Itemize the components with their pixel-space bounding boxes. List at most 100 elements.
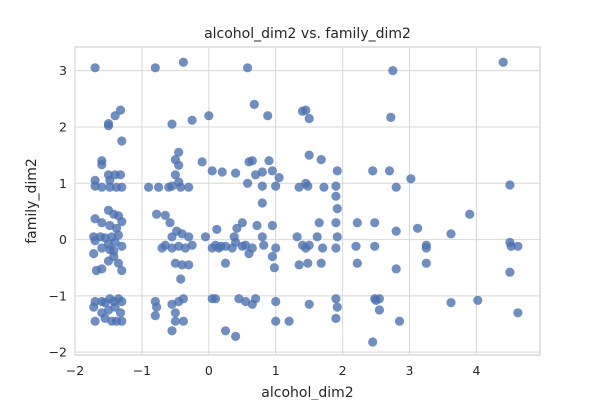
scatter-point bbox=[303, 181, 313, 191]
scatter-point bbox=[413, 223, 423, 233]
scatter-point bbox=[154, 182, 164, 192]
scatter-point bbox=[388, 66, 398, 76]
scatter-point bbox=[204, 111, 214, 121]
scatter-point bbox=[386, 112, 396, 122]
y-tick-label: −2 bbox=[49, 345, 67, 360]
scatter-point bbox=[294, 182, 304, 192]
scatter-point bbox=[332, 204, 342, 214]
scatter-point bbox=[115, 308, 126, 318]
scatter-point bbox=[352, 218, 362, 228]
y-tick-label: 0 bbox=[59, 232, 67, 247]
scatter-point bbox=[513, 241, 523, 251]
scatter-point bbox=[115, 170, 126, 180]
scatter-point bbox=[200, 232, 211, 242]
scatter-point bbox=[89, 302, 99, 312]
scatter-point bbox=[252, 220, 262, 231]
scatter-point bbox=[160, 210, 170, 220]
scatter-point bbox=[197, 157, 207, 167]
data-points bbox=[89, 57, 523, 347]
scatter-point bbox=[115, 105, 126, 115]
plot-area bbox=[74, 46, 541, 356]
scatter-point bbox=[150, 311, 160, 321]
scatter-point bbox=[304, 240, 314, 250]
scatter-point bbox=[117, 217, 127, 227]
scatter-point bbox=[174, 147, 184, 157]
scatter-point bbox=[117, 265, 127, 276]
scatter-point bbox=[150, 63, 160, 73]
scatter-point bbox=[176, 182, 186, 192]
scatter-point bbox=[184, 182, 194, 192]
scatter-point bbox=[217, 167, 227, 177]
x-tick-label: −2 bbox=[66, 363, 84, 378]
scatter-point bbox=[212, 224, 222, 234]
scatter-point bbox=[312, 232, 322, 242]
scatter-point bbox=[97, 243, 107, 253]
scatter-point bbox=[257, 198, 267, 208]
scatter-point bbox=[314, 218, 324, 228]
scatter-point bbox=[513, 308, 523, 318]
y-tick-label: 3 bbox=[59, 63, 67, 78]
scatter-point bbox=[117, 182, 127, 192]
scatter-point bbox=[247, 156, 257, 166]
scatter-point bbox=[304, 113, 314, 124]
scatter-point bbox=[109, 251, 119, 262]
scatter-point bbox=[332, 232, 342, 242]
scatter-point bbox=[237, 218, 247, 228]
scatter-point bbox=[231, 237, 241, 247]
y-tick-label: 2 bbox=[59, 119, 67, 134]
x-tick-label: 4 bbox=[472, 363, 480, 378]
y-axis-label: family_dim2 bbox=[24, 158, 40, 244]
scatter-point bbox=[243, 63, 253, 73]
scatter-point bbox=[391, 226, 401, 236]
scatter-point bbox=[113, 230, 124, 240]
scatter-point bbox=[267, 220, 277, 231]
scatter-point bbox=[174, 160, 184, 170]
chart-title: alcohol_dim2 vs. family_dim2 bbox=[204, 26, 411, 42]
scatter-point bbox=[498, 57, 508, 67]
scatter-point bbox=[184, 260, 194, 270]
scatter-point bbox=[446, 229, 456, 239]
scatter-point bbox=[331, 181, 341, 191]
scatter-point bbox=[97, 264, 107, 274]
scatter-point bbox=[370, 218, 380, 228]
scatter-point bbox=[304, 150, 314, 160]
scatter-point bbox=[164, 182, 174, 192]
scatter-point bbox=[178, 294, 188, 304]
scatter-point bbox=[105, 182, 115, 192]
scatter-point bbox=[178, 316, 188, 326]
scatter-point bbox=[319, 182, 329, 192]
scatter-point bbox=[257, 181, 267, 191]
scatter-point bbox=[274, 173, 284, 183]
scatter-point bbox=[331, 243, 341, 253]
scatter-point bbox=[391, 182, 401, 192]
scatter-point bbox=[90, 214, 100, 224]
scatter-point bbox=[351, 241, 361, 251]
scatter-point bbox=[331, 313, 341, 323]
scatter-point bbox=[271, 181, 281, 191]
scatter-point bbox=[368, 166, 378, 176]
scatter-point bbox=[89, 249, 99, 259]
scatter-point bbox=[316, 258, 326, 268]
scatter-point bbox=[90, 316, 100, 326]
x-tick-label: −1 bbox=[133, 363, 151, 378]
scatter-point bbox=[505, 180, 515, 190]
scatter-point bbox=[259, 240, 269, 250]
scatter-point bbox=[165, 218, 175, 228]
scatter-point bbox=[384, 166, 395, 176]
scatter-point bbox=[406, 174, 416, 184]
scatter-point bbox=[187, 115, 197, 125]
x-tick-label: 1 bbox=[272, 363, 280, 378]
y-tick-label: 1 bbox=[59, 176, 67, 191]
scatter-point bbox=[301, 105, 311, 115]
scatter-point bbox=[292, 232, 302, 242]
scatter-point bbox=[465, 209, 475, 219]
x-axis-label: alcohol_dim2 bbox=[261, 385, 353, 400]
scatter-point bbox=[331, 218, 341, 228]
scatter-point bbox=[304, 299, 314, 309]
scatter-point bbox=[368, 337, 378, 347]
scatter-point bbox=[247, 243, 257, 253]
scatter-point bbox=[318, 243, 328, 253]
scatter-point bbox=[177, 260, 187, 270]
scatter-point bbox=[113, 258, 124, 268]
y-tick-label: −1 bbox=[49, 288, 67, 303]
